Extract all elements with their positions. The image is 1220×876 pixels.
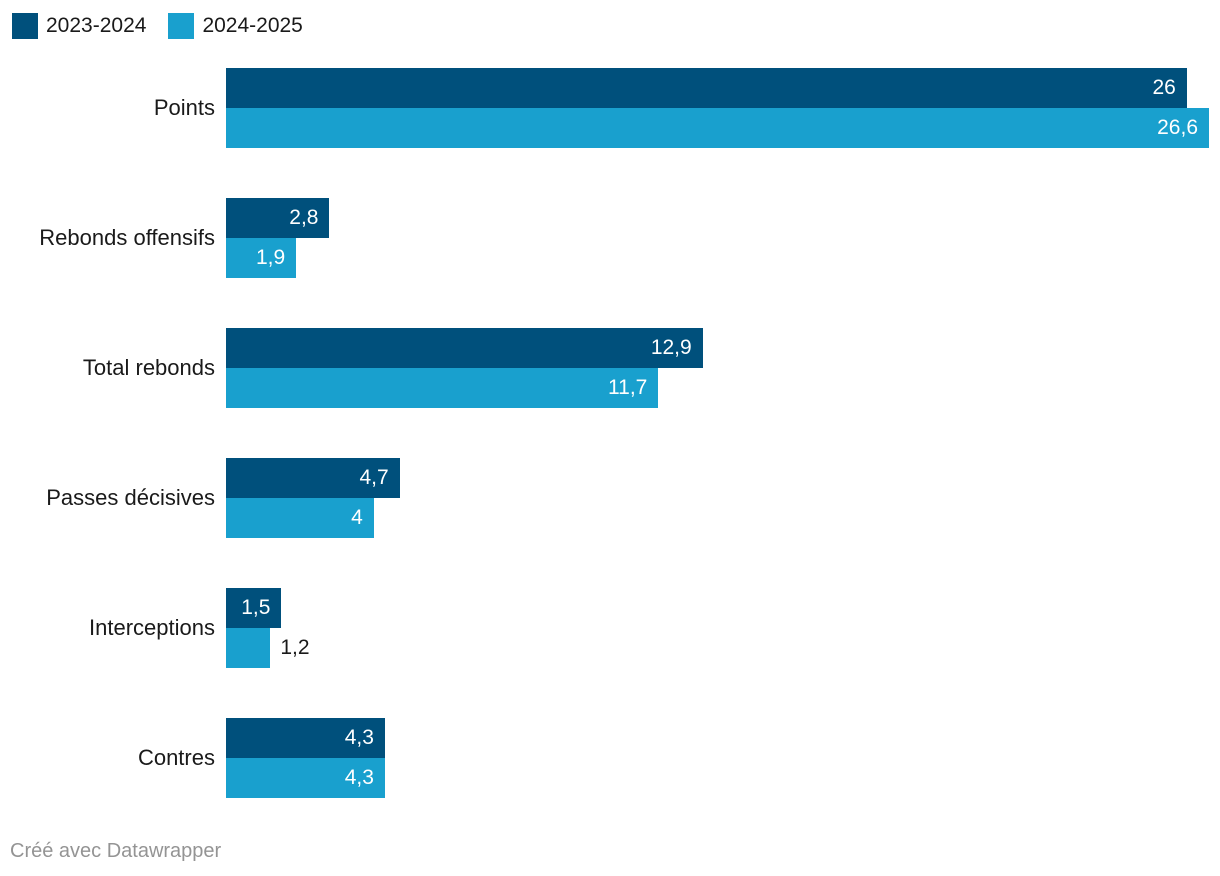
bar-2023-2024: 4,7 bbox=[226, 458, 400, 498]
category-label: Contres bbox=[137, 745, 215, 770]
value-label: 12,9 bbox=[650, 336, 692, 359]
bar-2024-2025: 4 bbox=[226, 498, 374, 538]
legend: 2023-2024 2024-2025 bbox=[0, 0, 1220, 40]
bar-2023-2024: 12,9 bbox=[226, 328, 703, 368]
bar-2024-2025: 26,6 bbox=[226, 108, 1209, 148]
value-label: 4,7 bbox=[359, 466, 389, 489]
attribution: Créé avec Datawrapper bbox=[0, 798, 1220, 863]
bar-group: 1,5 1,2 bbox=[226, 588, 1209, 668]
value-label: 4,3 bbox=[344, 726, 374, 749]
bar-group: 2,8 1,9 bbox=[226, 198, 1209, 278]
bar-group: 12,9 11,7 bbox=[226, 328, 1209, 408]
bar-2023-2024: 4,3 bbox=[226, 718, 385, 758]
value-label: 26,6 bbox=[1157, 116, 1198, 139]
value-label: 1,5 bbox=[241, 596, 271, 619]
bar-2024-2025: 1,9 bbox=[226, 238, 297, 278]
legend-swatch-icon bbox=[12, 13, 38, 39]
bar-2024-2025: 1,2 bbox=[226, 628, 310, 668]
legend-swatch-icon bbox=[168, 13, 195, 39]
bar-2024-2025: 11,7 bbox=[226, 368, 659, 408]
bar-2024-2025: 4,3 bbox=[226, 758, 385, 798]
chart-row: Interceptions 1,5 1,2 bbox=[0, 588, 1220, 668]
bar-group: 4,3 4,3 bbox=[226, 718, 1209, 798]
chart-row: Rebonds offensifs 2,8 1,9 bbox=[0, 198, 1220, 278]
value-label: 26 bbox=[1152, 76, 1176, 99]
legend-item: 2023-2024 bbox=[12, 13, 146, 39]
bar-2023-2024: 26 bbox=[226, 68, 1187, 108]
value-label: 2,8 bbox=[289, 206, 319, 229]
bar-2023-2024: 2,8 bbox=[226, 198, 330, 238]
chart-row: Total rebonds 12,9 11,7 bbox=[0, 328, 1220, 408]
chart-row: Contres 4,3 4,3 bbox=[0, 718, 1220, 798]
value-label: 1,9 bbox=[256, 246, 286, 269]
bar-group: 4,7 4 bbox=[226, 458, 1209, 538]
value-label: 1,2 bbox=[280, 636, 310, 659]
chart-row: Points 26 26,6 bbox=[0, 68, 1220, 148]
bar-chart: Points 26 26,6 Rebonds offensifs 2,8 1,9 Total… bbox=[0, 68, 1220, 798]
legend-item: 2024-2025 bbox=[168, 13, 303, 39]
legend-label: 2023-2024 bbox=[46, 14, 147, 37]
legend-label: 2024-2025 bbox=[202, 14, 303, 37]
bar-2023-2024: 1,5 bbox=[226, 588, 282, 628]
value-label: 4,3 bbox=[344, 766, 374, 789]
value-label: 11,7 bbox=[608, 376, 648, 399]
category-label: Passes décisives bbox=[46, 485, 215, 510]
category-label: Total rebonds bbox=[82, 355, 215, 380]
category-label: Points bbox=[153, 95, 215, 120]
chart-row: Passes décisives 4,7 4 bbox=[0, 458, 1220, 538]
category-label: Rebonds offensifs bbox=[39, 225, 215, 250]
value-label: 4 bbox=[351, 506, 363, 529]
attribution-text: Créé avec Datawrapper bbox=[10, 840, 222, 862]
bar-group: 26 26,6 bbox=[226, 68, 1209, 148]
category-label: Interceptions bbox=[89, 615, 215, 640]
